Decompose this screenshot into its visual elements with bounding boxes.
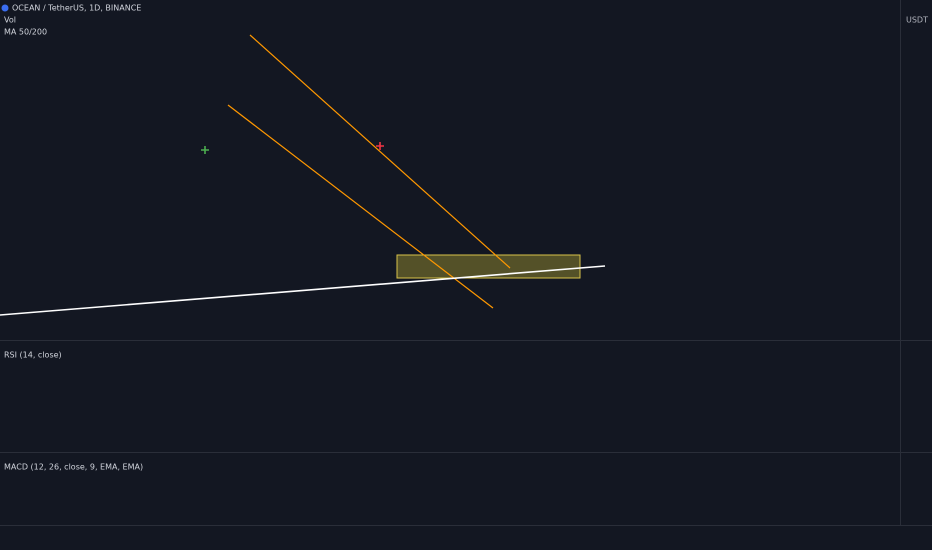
golden-cross [201,146,209,154]
indicator-label: Vol [4,16,16,25]
currency-label: USDT [906,16,928,25]
channel-upper [249,34,511,269]
symbol-title: OCEAN / TetherUS, 1D, BINANCE [12,4,141,13]
macd-title: MACD (12, 26, close, 9, EMA, EMA) [4,463,143,472]
rsi-title: RSI (14, close) [4,351,62,360]
channel-lower [227,104,494,309]
symbol-icon [1,4,9,12]
accumulate-zone [396,254,581,279]
indicator-label: MA 50/200 [4,28,47,37]
support-trendline [0,265,606,316]
death-cross [376,142,384,150]
